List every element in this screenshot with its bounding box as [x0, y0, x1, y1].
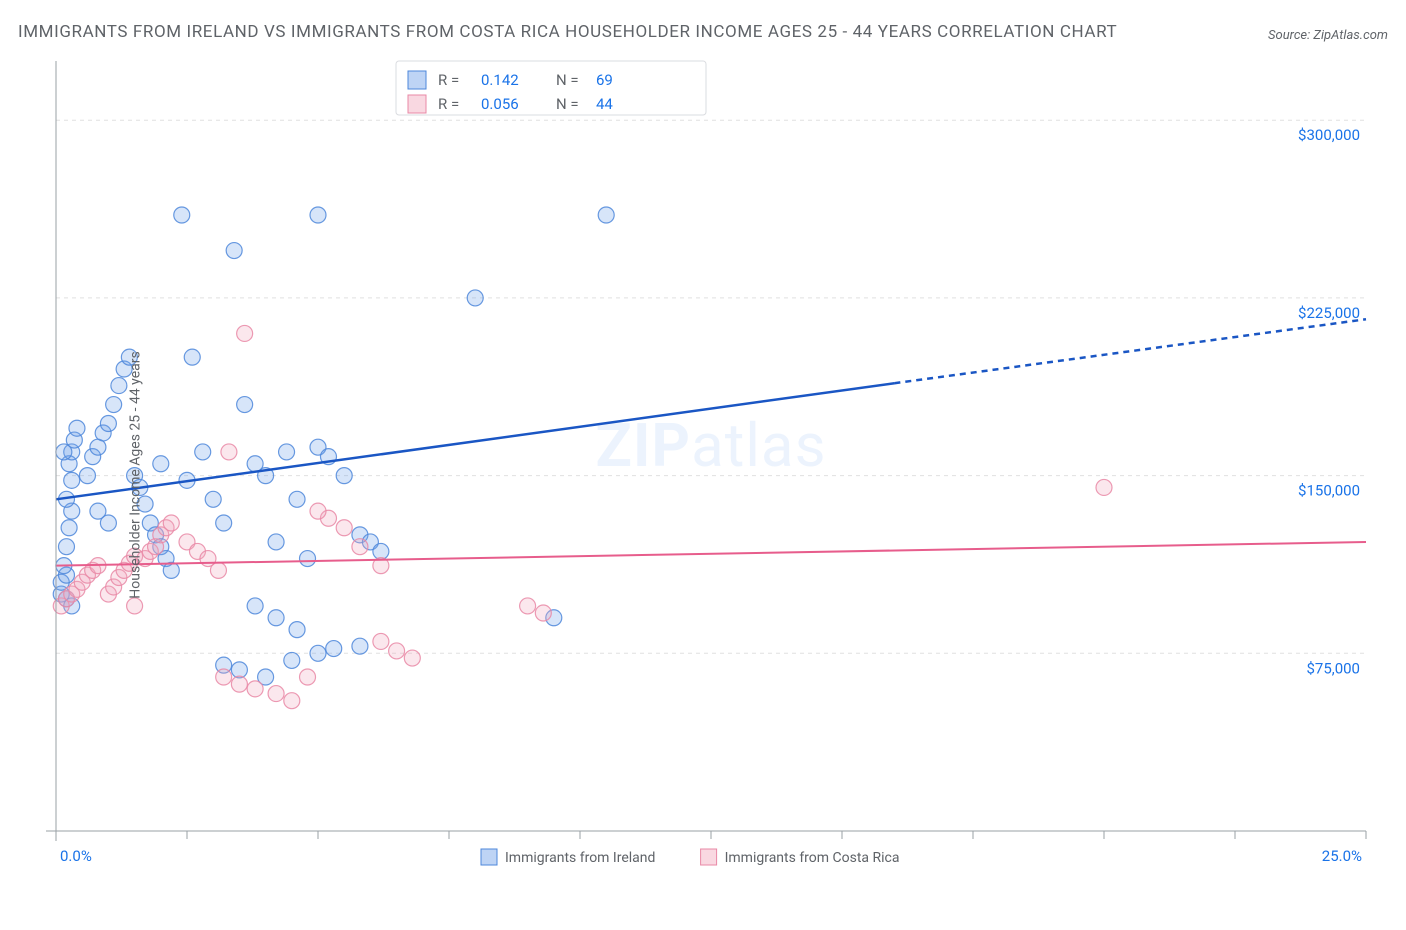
data-point-ireland: [231, 662, 247, 678]
data-point-ireland: [61, 520, 77, 536]
data-point-ireland: [226, 242, 242, 258]
data-point-ireland: [106, 396, 122, 412]
data-point-ireland: [284, 652, 300, 668]
y-tick-label: $150,000: [1298, 482, 1360, 500]
stats-n-label: N =: [556, 71, 579, 89]
y-axis-label: Householder Income Ages 25 - 44 years: [128, 351, 144, 598]
data-point-ireland: [79, 468, 95, 484]
data-point-ireland: [174, 207, 190, 223]
data-point-ireland: [352, 638, 368, 654]
data-point-ireland: [268, 610, 284, 626]
data-point-ireland: [247, 598, 263, 614]
data-point-costarica: [127, 598, 143, 614]
data-point-costarica: [1096, 479, 1112, 495]
stats-n-value: 44: [596, 95, 613, 113]
data-point-ireland: [237, 396, 253, 412]
data-point-ireland: [326, 640, 342, 656]
y-tick-label: $225,000: [1298, 304, 1360, 322]
legend-swatch-costarica: [701, 849, 717, 865]
data-point-costarica: [535, 605, 551, 621]
data-point-ireland: [336, 468, 352, 484]
data-point-ireland: [90, 439, 106, 455]
data-point-costarica: [520, 598, 536, 614]
data-point-ireland: [184, 349, 200, 365]
legend-label-costarica: Immigrants from Costa Rica: [725, 850, 900, 866]
legend-label-ireland: Immigrants from Ireland: [505, 850, 655, 866]
data-point-ireland: [279, 444, 295, 460]
stats-swatch-costarica: [408, 95, 426, 113]
data-point-ireland: [289, 622, 305, 638]
data-point-ireland: [310, 645, 326, 661]
x-tick-label: 25.0%: [1322, 847, 1362, 865]
data-point-ireland: [310, 207, 326, 223]
data-point-ireland: [268, 534, 284, 550]
data-point-ireland: [153, 456, 169, 472]
data-point-costarica: [221, 444, 237, 460]
data-point-costarica: [268, 685, 284, 701]
data-point-costarica: [231, 676, 247, 692]
data-point-costarica: [389, 643, 405, 659]
data-point-ireland: [64, 472, 80, 488]
trendline-ext-ireland: [894, 319, 1366, 383]
data-point-costarica: [284, 693, 300, 709]
data-point-ireland: [289, 491, 305, 507]
data-point-costarica: [373, 633, 389, 649]
data-point-costarica: [237, 325, 253, 341]
data-point-ireland: [195, 444, 211, 460]
data-point-ireland: [598, 207, 614, 223]
data-point-ireland: [205, 491, 221, 507]
scatter-chart: $75,000$150,000$225,000$300,000ZIPatlas0…: [18, 55, 1388, 895]
data-point-costarica: [310, 503, 326, 519]
data-point-costarica: [163, 515, 179, 531]
data-point-costarica: [336, 520, 352, 536]
data-point-ireland: [69, 420, 85, 436]
stats-r-label: R =: [438, 71, 459, 89]
stats-swatch-ireland: [408, 71, 426, 89]
chart-title: IMMIGRANTS FROM IRELAND VS IMMIGRANTS FR…: [18, 18, 1117, 47]
data-point-costarica: [300, 669, 316, 685]
data-point-ireland: [373, 543, 389, 559]
stats-r-label: R =: [438, 95, 459, 113]
chart-container: Householder Income Ages 25 - 44 years $7…: [18, 55, 1388, 895]
data-point-ireland: [467, 290, 483, 306]
data-point-costarica: [210, 562, 226, 578]
stats-r-value: 0.142: [481, 71, 519, 89]
data-point-ireland: [216, 515, 232, 531]
data-point-ireland: [58, 539, 74, 555]
chart-header: IMMIGRANTS FROM IRELAND VS IMMIGRANTS FR…: [18, 18, 1388, 47]
stats-n-value: 69: [596, 71, 613, 89]
stats-n-label: N =: [556, 95, 579, 113]
data-point-ireland: [100, 415, 116, 431]
stats-r-value: 0.056: [481, 95, 519, 113]
trendline-costarica: [56, 542, 1366, 566]
y-tick-label: $75,000: [1306, 659, 1360, 677]
data-point-ireland: [300, 550, 316, 566]
x-tick-label: 0.0%: [60, 847, 92, 865]
data-point-ireland: [163, 562, 179, 578]
data-point-ireland: [56, 444, 72, 460]
data-point-costarica: [352, 539, 368, 555]
data-point-ireland: [90, 503, 106, 519]
data-point-costarica: [216, 669, 232, 685]
data-point-ireland: [111, 377, 127, 393]
data-point-costarica: [247, 681, 263, 697]
chart-source: Source: ZipAtlas.com: [1268, 28, 1388, 47]
legend-swatch-ireland: [481, 849, 497, 865]
y-tick-label: $300,000: [1298, 126, 1360, 144]
data-point-costarica: [404, 650, 420, 666]
